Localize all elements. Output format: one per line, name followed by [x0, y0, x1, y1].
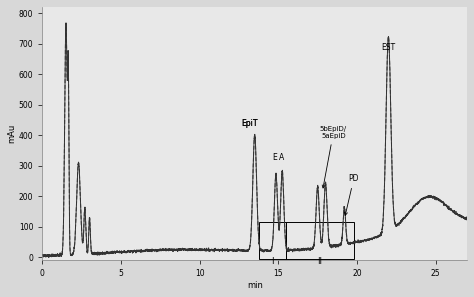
Text: A: A	[279, 153, 284, 162]
Text: E: E	[272, 153, 277, 162]
Text: PD: PD	[345, 174, 359, 215]
Text: 5bEpiD/
5aEpiD: 5bEpiD/ 5aEpiD	[320, 126, 347, 188]
Y-axis label: mAu: mAu	[7, 124, 16, 143]
Text: EST: EST	[382, 43, 395, 52]
Text: I: I	[272, 257, 274, 266]
Bar	[259, 222, 286, 259]
Text: II: II	[318, 257, 322, 266]
Bar	[286, 222, 354, 259]
X-axis label: min: min	[247, 281, 263, 290]
Text: EpiT: EpiT	[242, 119, 258, 128]
Text: EpiT: EpiT	[242, 119, 258, 128]
